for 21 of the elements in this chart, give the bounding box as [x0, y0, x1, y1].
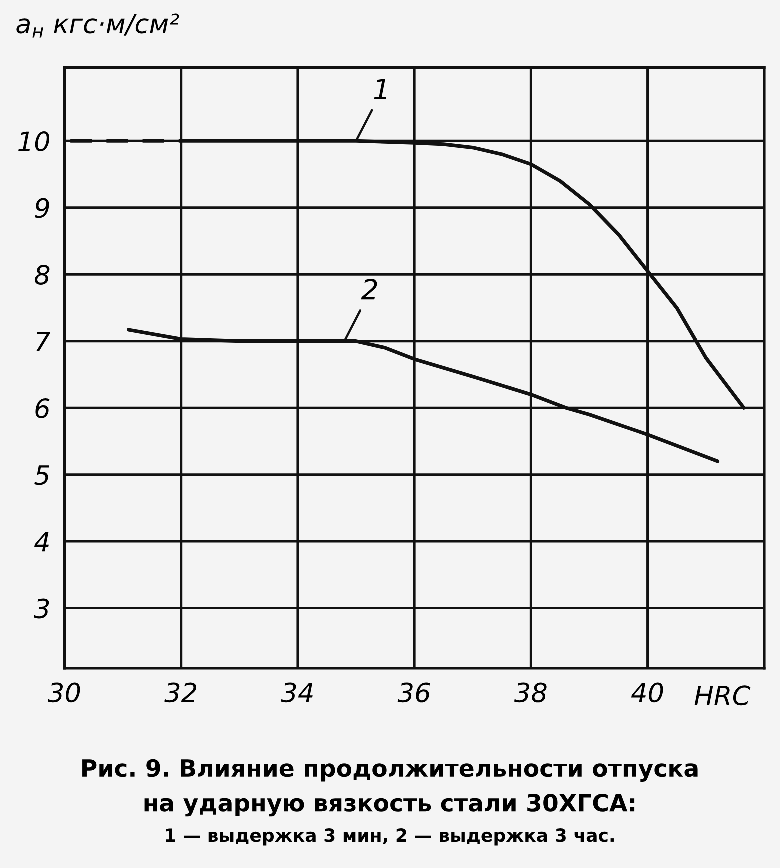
y-axis-title: a$_{н}$ кгс·м/см²	[16, 14, 180, 38]
x-axis-title: HRC	[694, 686, 751, 706]
y-tick-label: 4	[34, 532, 49, 552]
x-tick-label: 30	[48, 682, 80, 703]
y-tick-label: 10	[18, 132, 50, 152]
y-tick-label: 8	[34, 265, 50, 285]
x-tick-label: 38	[514, 682, 547, 703]
y-tick-label: 5	[34, 466, 50, 486]
y-tick-label: 9	[35, 198, 50, 218]
annotation: 1	[374, 79, 386, 100]
text: 1 — выдержка 3 мин, 2 — выдержка 3 час.	[166, 828, 614, 846]
text: на ударную вязкость стали 30ХГСА:	[144, 794, 635, 817]
x-tick-label: 40	[631, 682, 664, 703]
x-tick-label: 36	[398, 682, 430, 703]
annotation: 2	[361, 279, 378, 300]
text: Рис. 9. Влияние продолжительности отпуска	[82, 759, 698, 782]
y-tick-label: 3	[34, 598, 50, 619]
y-tick-label: 6	[36, 398, 50, 418]
y-tick-label: 7	[36, 332, 51, 352]
x-tick-label: 32	[164, 682, 197, 703]
x-tick-label: 34	[281, 682, 313, 703]
